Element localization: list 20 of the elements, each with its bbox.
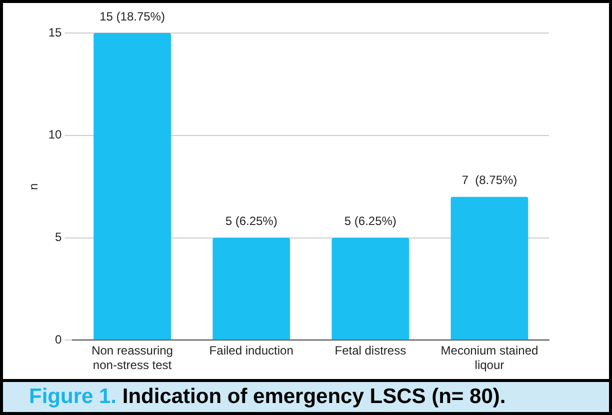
category-label: non-stress test — [92, 358, 172, 372]
bar — [332, 238, 410, 340]
category-label: Meconium stained — [440, 344, 538, 358]
data-label: 15 (18.75%) — [100, 9, 165, 24]
x-tick-label: Fetal distress — [334, 344, 406, 358]
y-tick-label: 5 — [55, 230, 62, 244]
bar — [450, 196, 528, 340]
data-label: 7 (8.75%) — [462, 173, 518, 188]
y-tick-label: 0 — [55, 332, 62, 347]
y-axis-title: n — [26, 183, 41, 190]
y-tick-label: 10 — [48, 128, 62, 142]
data-label: 5 (6.25%) — [344, 214, 396, 228]
category-label: liqour — [474, 358, 504, 372]
x-tick-label: Failed induction — [209, 344, 294, 358]
data-label: 5 (6.25%) — [225, 214, 278, 228]
y-tick-label: 15 — [48, 25, 62, 40]
bar — [94, 33, 171, 340]
text: Figure 1. Indication of emergency LSCS (n= 80). — [3, 379, 609, 412]
bar — [212, 238, 290, 340]
category-label: Non reassuring — [92, 344, 173, 358]
